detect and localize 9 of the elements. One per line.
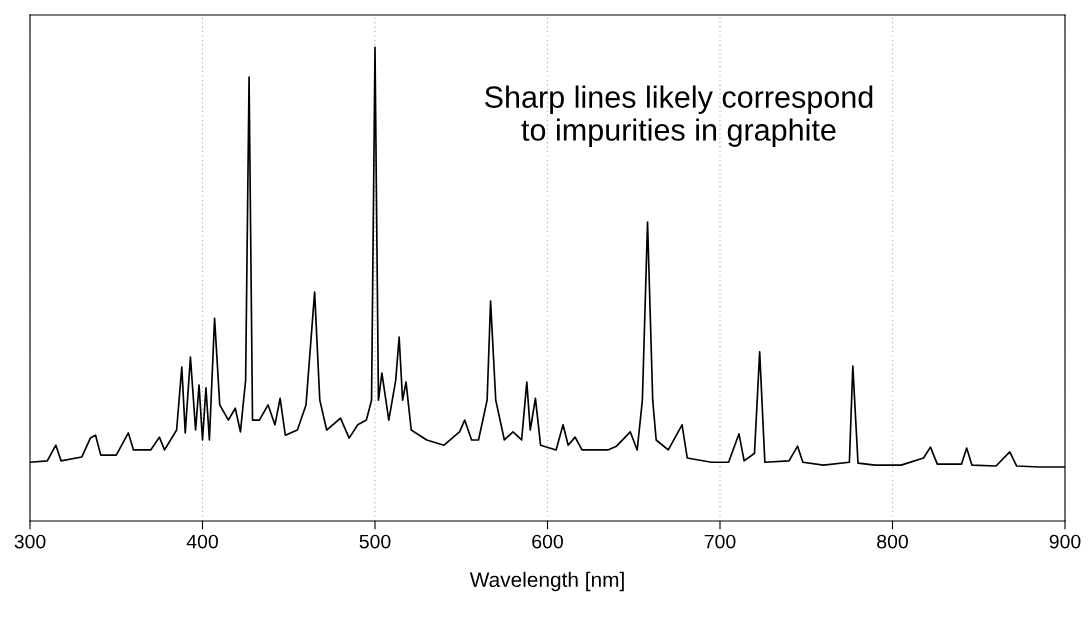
x-tick-label: 600 <box>532 534 563 549</box>
x-tick-label: 900 <box>1049 534 1081 549</box>
x-tick-label: 700 <box>704 534 736 549</box>
annotation: Sharp lines likely correspond to impurities in graphite <box>485 85 873 147</box>
x-axis-title: Wavelength [nm] <box>469 571 624 592</box>
x-tick-label: 800 <box>877 534 908 549</box>
x-tick-label: 300 <box>14 534 46 549</box>
x-tick-label: 400 <box>186 534 218 549</box>
x-tick-label: 500 <box>359 534 391 549</box>
